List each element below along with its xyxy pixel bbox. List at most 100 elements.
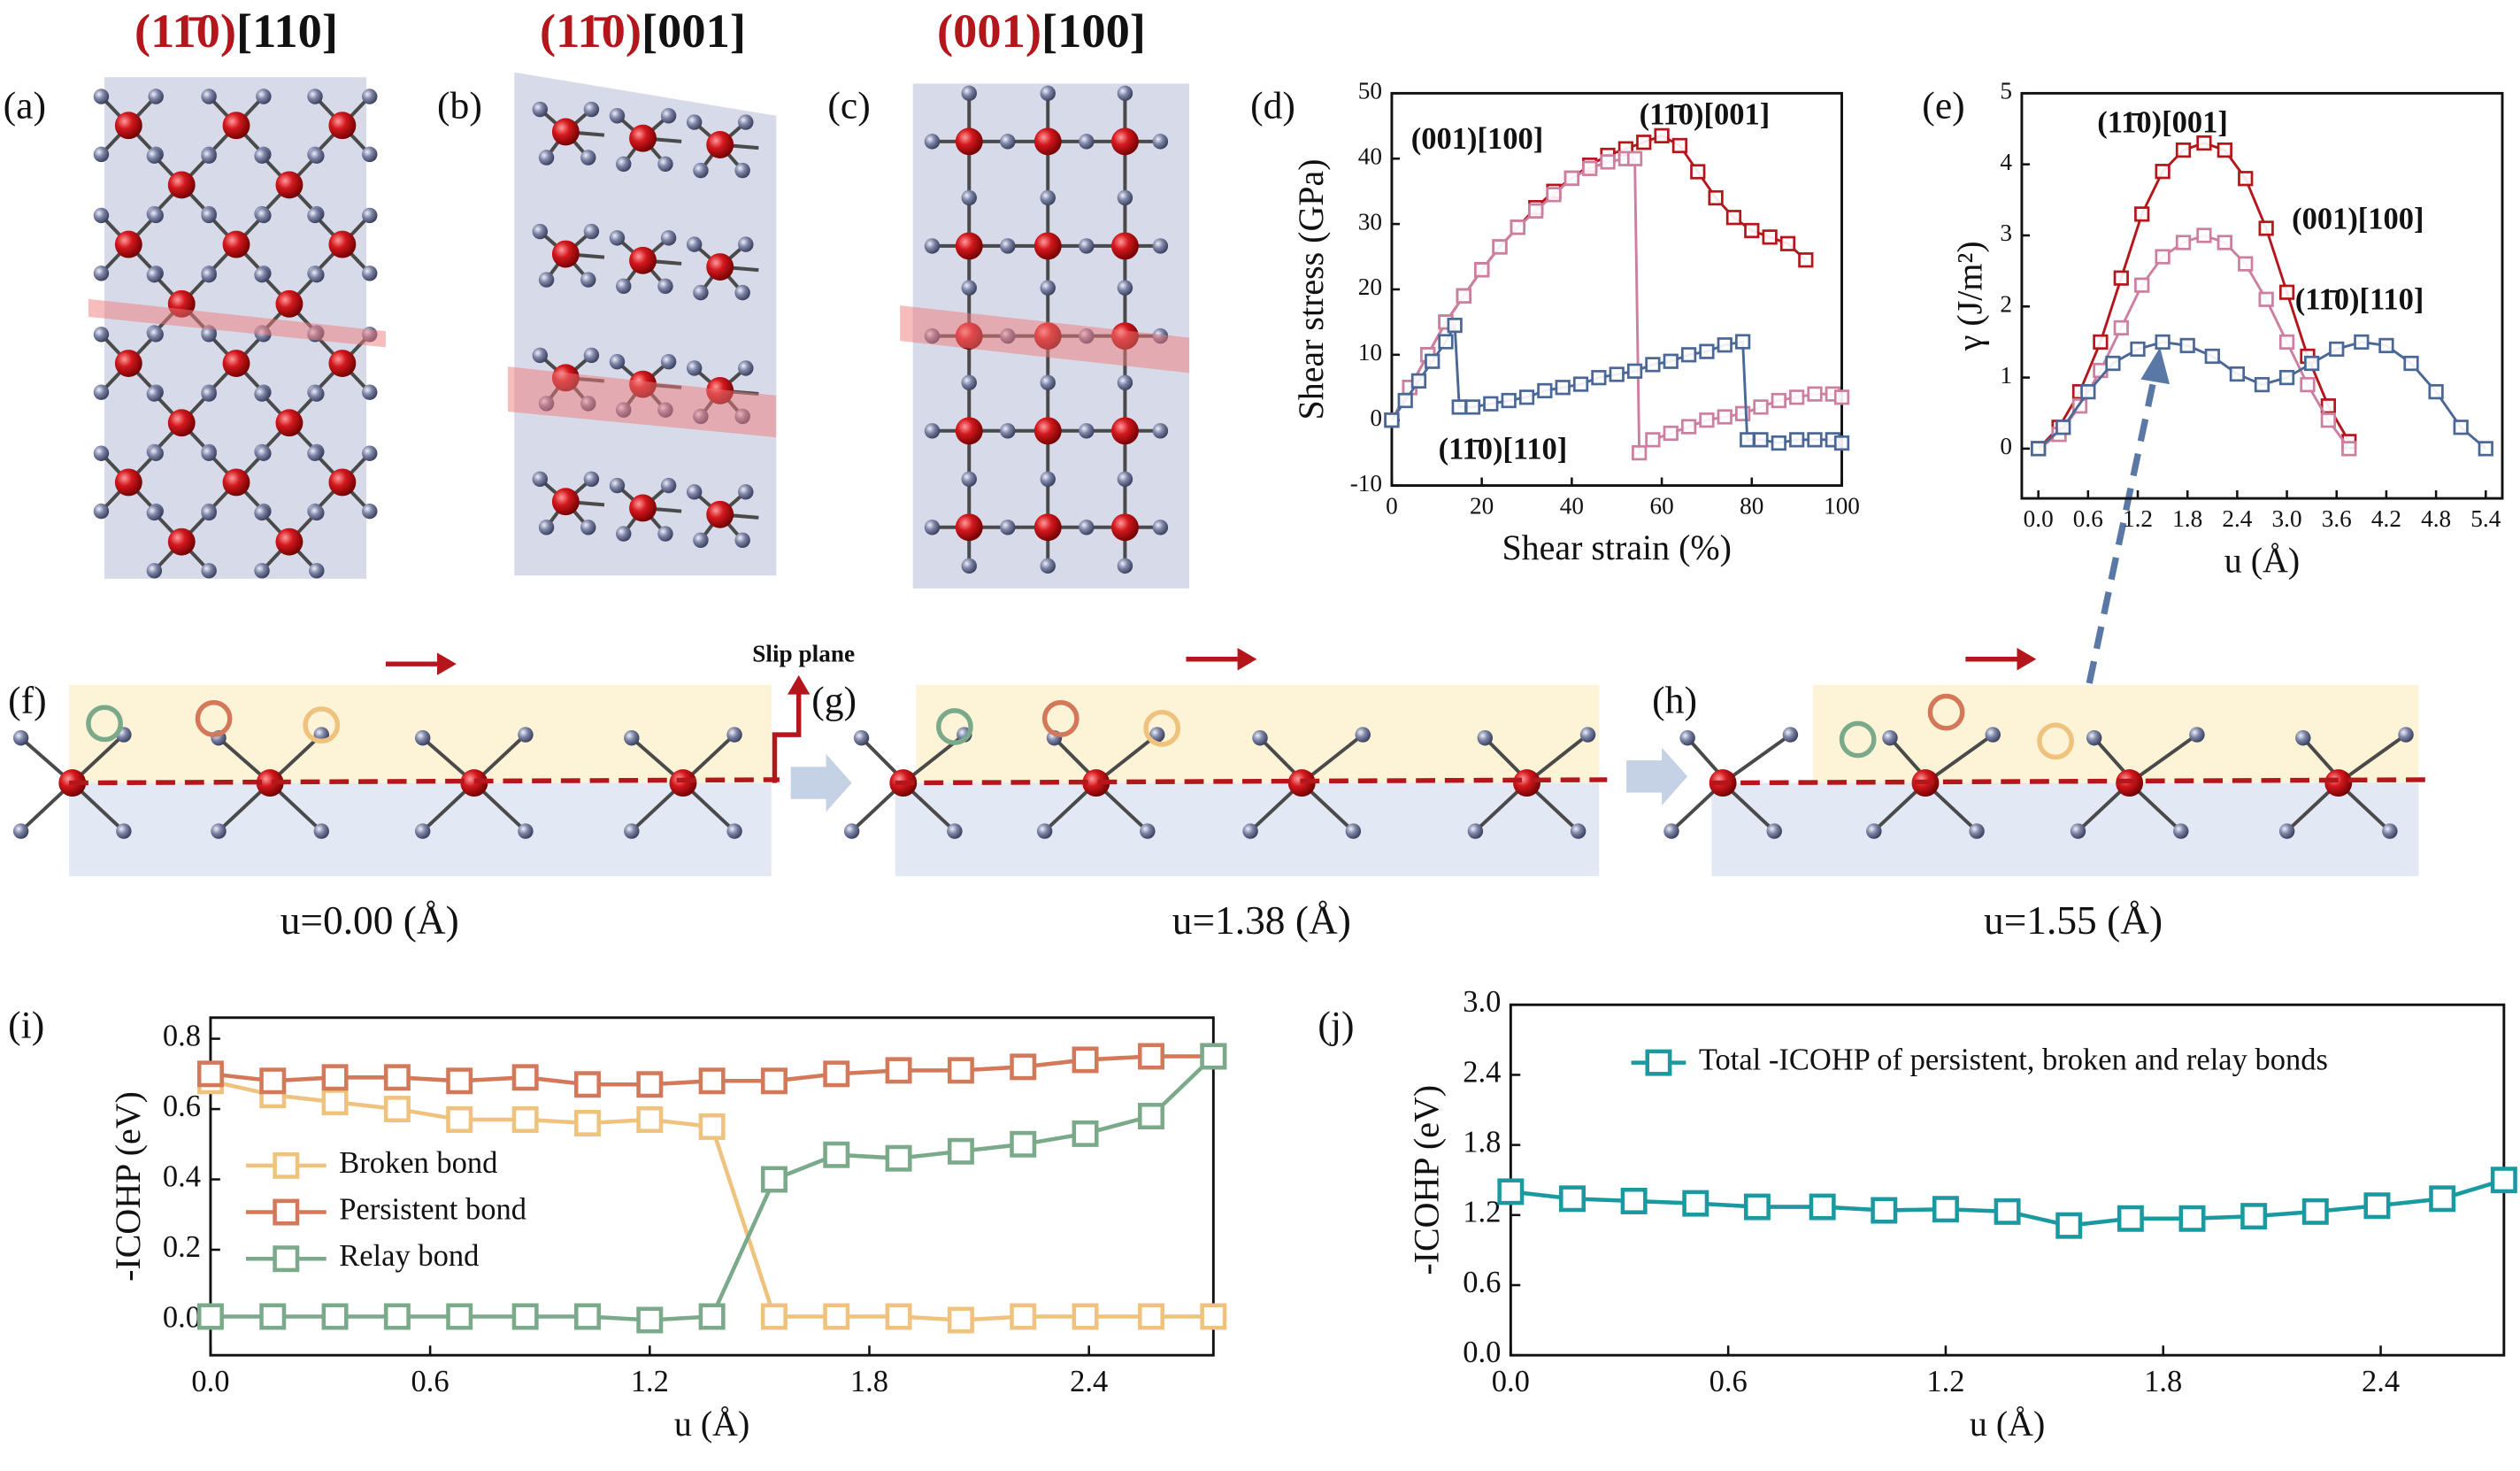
slip-direction-index: [110]	[236, 3, 338, 57]
light-atom	[693, 162, 709, 179]
data-point	[1010, 1303, 1037, 1330]
light-atom	[93, 327, 110, 343]
data-point	[2217, 235, 2232, 250]
metal-atom	[460, 769, 488, 797]
data-point	[2134, 277, 2150, 293]
light-atom	[146, 148, 163, 164]
plot-frame	[2020, 91, 2504, 500]
light-atom	[146, 266, 163, 283]
light-atom	[93, 207, 110, 224]
data-point	[1384, 412, 1400, 428]
metal-atom	[669, 769, 697, 797]
light-atom	[2189, 727, 2205, 743]
metal-atom	[955, 417, 983, 445]
y-tick-label: 3.0	[1463, 985, 1501, 1019]
slip-plane-index: (11̄0)	[134, 3, 236, 57]
data-point	[2229, 366, 2246, 382]
bond-marker-ring	[1041, 700, 1079, 737]
plot-area	[1384, 127, 1850, 461]
slip-direction-index: [001]	[642, 3, 746, 57]
data-point	[2196, 135, 2212, 151]
data-point	[2178, 1205, 2206, 1232]
metal-atom	[955, 232, 983, 260]
bond-marker-ring	[1927, 693, 1965, 731]
x-tick-label: 1.2	[2123, 505, 2153, 532]
data-point	[2117, 1205, 2144, 1232]
light-atom	[1152, 423, 1169, 439]
metal-atom	[256, 769, 284, 797]
metal-atom	[629, 246, 657, 274]
light-atom	[609, 230, 626, 246]
data-point	[1609, 366, 1625, 382]
data-point	[2217, 142, 2232, 158]
light-atom	[1242, 823, 1258, 839]
data-point	[1072, 1303, 1099, 1330]
legend-marker	[273, 1198, 300, 1226]
data-point	[1582, 160, 1598, 176]
data-point	[1600, 154, 1616, 170]
panel-label: (i)	[8, 1004, 44, 1046]
y-tick-label: 4	[2000, 149, 2012, 175]
data-point	[2105, 355, 2121, 372]
snapshot-label: u=0.00 (Å)	[280, 898, 459, 943]
legend-marker	[1645, 1049, 1672, 1076]
light-atom	[201, 563, 217, 579]
data-point	[1438, 334, 1454, 350]
structure-title: (11̄0)[110]	[134, 3, 338, 57]
data-point	[1200, 1043, 1227, 1070]
data-point	[2055, 1212, 2083, 1239]
light-atom	[2173, 823, 2189, 839]
light-atom	[1079, 520, 1095, 535]
data-point	[196, 1303, 224, 1330]
data-point	[1743, 1193, 1771, 1221]
bond	[2128, 733, 2199, 785]
series-label: (11̄0)[001]	[1640, 98, 1771, 132]
y-tick-label: 0.0	[163, 1300, 201, 1334]
light-atom	[583, 223, 600, 240]
data-point	[2155, 164, 2170, 180]
light-atom	[686, 236, 703, 252]
panel-label: (a)	[4, 85, 46, 127]
light-atom	[256, 445, 272, 461]
metal-atom	[1110, 232, 1139, 260]
metal-atom	[551, 488, 580, 516]
light-atom	[609, 353, 626, 370]
light-atom	[1355, 727, 1371, 743]
light-atom	[924, 520, 941, 535]
light-atom	[254, 266, 270, 283]
lower-region	[1711, 782, 2419, 876]
light-atom	[201, 445, 217, 461]
snapshot-label: u=1.38 (Å)	[1172, 898, 1351, 943]
legend-marker	[273, 1151, 300, 1179]
y-tick-label: 0.0	[1463, 1336, 1501, 1369]
bond-marker-ring	[936, 708, 973, 745]
data-point	[1789, 389, 1805, 405]
data-point	[698, 1113, 726, 1140]
x-tick-label: 100	[1824, 493, 1860, 520]
data-point	[760, 1303, 788, 1330]
light-atom	[93, 503, 110, 520]
data-point	[1636, 135, 1652, 150]
x-tick-label: 2.4	[1070, 1365, 1108, 1398]
series-line	[210, 1054, 1215, 1322]
data-point	[1798, 252, 1814, 268]
data-point	[1809, 1193, 1836, 1221]
link-arrow	[2086, 372, 2159, 684]
light-atom	[2382, 823, 2398, 839]
light-atom	[1152, 238, 1169, 254]
light-atom	[201, 327, 217, 343]
slip-direction-index: [100]	[1041, 3, 1146, 57]
panel-label: (e)	[1922, 85, 1964, 127]
light-atom	[609, 108, 626, 124]
data-point	[2320, 398, 2337, 414]
y-tick-label: 50	[1358, 78, 1382, 104]
x-tick-label: 0.6	[411, 1365, 449, 1398]
snapshot-label: u=1.55 (Å)	[1984, 898, 2163, 943]
y-tick-label: 0	[1370, 404, 1382, 431]
light-atom	[947, 823, 963, 839]
data-point	[446, 1067, 473, 1095]
data-point	[1501, 392, 1517, 409]
data-point	[823, 1060, 850, 1088]
light-atom	[924, 134, 941, 150]
x-axis-label: u (Å)	[674, 1404, 749, 1444]
